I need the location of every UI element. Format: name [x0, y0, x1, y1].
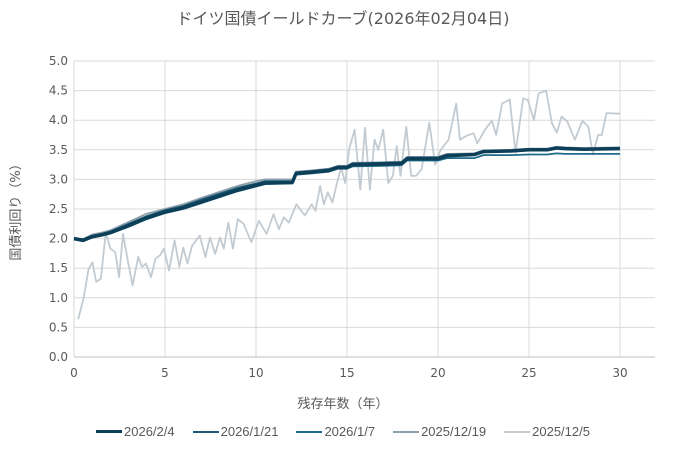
x-axis-label: 残存年数（年）	[297, 397, 388, 412]
x-tick-label: 25	[521, 366, 536, 380]
legend-item: 2026/1/7	[296, 424, 375, 439]
y-tick-label: 1.5	[49, 261, 68, 275]
x-tick-label: 20	[430, 366, 445, 380]
x-tick-label: 0	[70, 366, 78, 380]
y-tick-label: 1.0	[49, 291, 68, 305]
x-tick-label: 10	[248, 366, 263, 380]
x-tick-label: 30	[612, 366, 627, 380]
y-tick-label: 4.5	[49, 84, 68, 98]
x-tick-label: 5	[161, 366, 169, 380]
y-tick-label: 3.0	[49, 172, 68, 186]
y-tick-label: 2.5	[49, 202, 68, 216]
y-tick-label: 2.0	[49, 232, 68, 246]
legend-label: 2026/1/7	[324, 424, 376, 439]
y-tick-label: 3.5	[49, 143, 68, 157]
legend-item: 2026/2/4	[96, 424, 175, 439]
legend-swatch	[296, 430, 323, 433]
legend-swatch	[96, 430, 122, 433]
legend-label: 2025/12/19	[421, 424, 487, 439]
legend-label: 2025/12/5	[532, 424, 590, 439]
y-tick-label: 0.0	[49, 350, 68, 364]
legend-swatch	[192, 430, 219, 433]
legend: 2026/2/4 2026/1/21 2026/1/7 2025/12/19 2025/…	[0, 424, 686, 439]
y-tick-label: 5.0	[49, 54, 68, 68]
legend-label: 2026/2/4	[124, 424, 175, 439]
x-tick-label: 15	[339, 366, 354, 380]
yield-curve-chart: ドイツ国債イールドカーブ(2026年02月04日) 0.0 0.5 1.0 1.5 2.…	[9, 9, 655, 412]
legend-item: 2025/12/5	[504, 424, 590, 439]
y-tick-label: 4.0	[49, 113, 68, 127]
chart-title: ドイツ国債イールドカーブ(2026年02月04日)	[177, 9, 510, 28]
y-axis-label: 国債利回り（%）	[9, 157, 24, 260]
legend-swatch	[393, 430, 420, 433]
legend-item: 2026/1/21	[192, 424, 279, 439]
series-line-2026-2-4	[73, 146, 621, 243]
legend-item: 2025/12/19	[393, 424, 486, 439]
legend-label: 2026/1/21	[220, 424, 279, 439]
series-line-2025-12-5	[77, 89, 621, 320]
legend-swatch	[504, 430, 531, 433]
y-tick-label: 0.5	[49, 320, 68, 334]
